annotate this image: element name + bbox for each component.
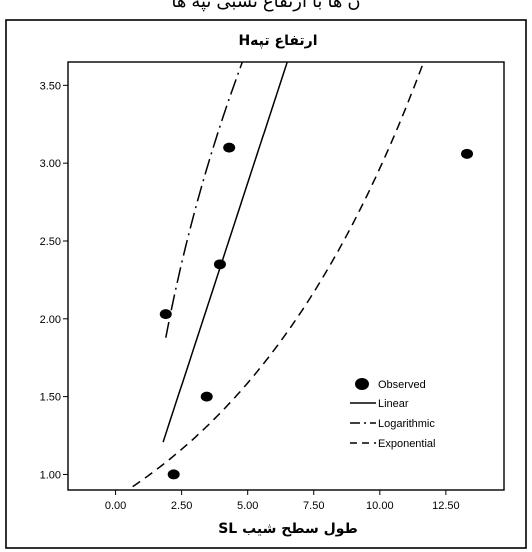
x-axis: 0.00 2.50 5.00 7.50 10.00 12.50	[105, 490, 460, 512]
chart-frame	[5, 19, 527, 549]
legend-label: Exponential	[378, 438, 436, 450]
fit-lines	[126, 62, 425, 490]
fit-line-logarithmic	[165, 62, 244, 338]
y-tick-label: 2.00	[40, 314, 61, 326]
x-tick-label: 5.00	[237, 500, 258, 512]
x-tick-label: 7.50	[303, 500, 324, 512]
legend: Observed Linear Logarithmic Exponential	[350, 378, 436, 450]
y-axis: 1.00 1.50 2.00 2.50 3.00 3.50	[40, 80, 68, 481]
y-tick-label: 1.00	[40, 469, 61, 481]
x-axis-label: طول سطح شیب SL	[218, 521, 358, 537]
top-caption: ن ها با ارتفاع نسبی تپه ها	[171, 0, 361, 11]
y-tick-label: 3.50	[40, 80, 61, 92]
legend-marker	[355, 378, 369, 390]
fit-line-exponential	[126, 62, 425, 490]
y-tick-label: 1.50	[40, 392, 61, 404]
observed-point	[159, 309, 172, 320]
y-tick-label: 2.50	[40, 236, 61, 248]
observed-points	[159, 142, 474, 480]
observed-point	[200, 391, 213, 402]
plot-area	[67, 61, 505, 491]
observed-point	[461, 148, 474, 159]
observed-point	[223, 142, 236, 153]
observed-point	[167, 469, 180, 480]
legend-label: Linear	[378, 398, 409, 410]
y-tick-label: 3.00	[40, 158, 61, 170]
x-tick-label: 2.50	[171, 500, 192, 512]
fit-line-linear	[162, 62, 289, 443]
x-tick-label: 0.00	[105, 500, 126, 512]
observed-point	[213, 259, 226, 270]
legend-label: Observed	[378, 379, 426, 391]
chart-title: ارتفاع تپهH	[238, 33, 317, 49]
x-tick-label: 10.00	[366, 500, 394, 512]
legend-label: Logarithmic	[378, 418, 435, 430]
x-tick-label: 12.50	[432, 500, 460, 512]
